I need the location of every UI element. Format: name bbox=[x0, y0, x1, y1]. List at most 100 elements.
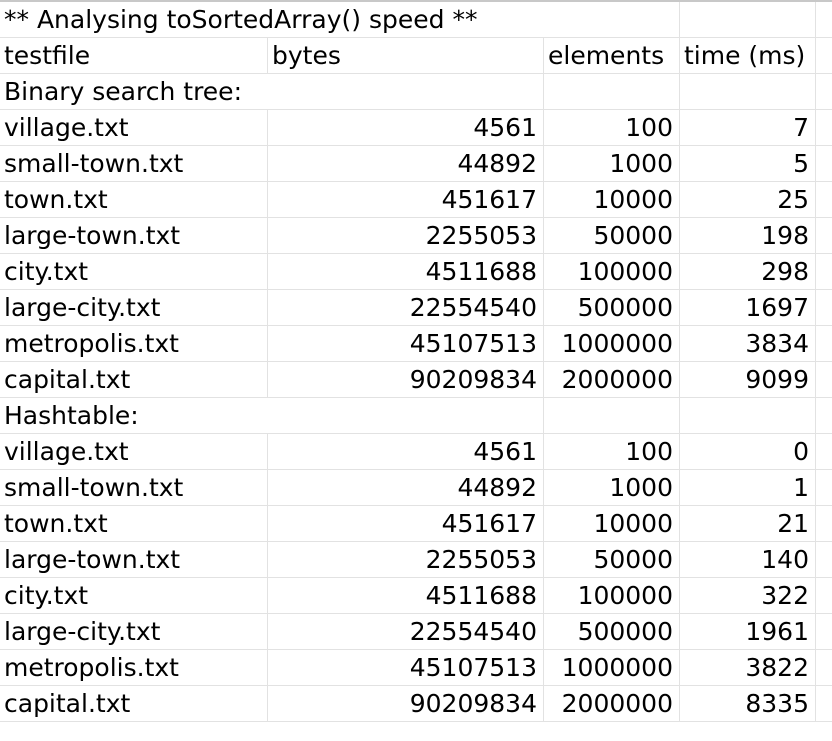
header-cell-bytes[interactable]: bytes bbox=[268, 38, 544, 73]
testfile-cell[interactable]: large-city.txt bbox=[0, 290, 268, 325]
testfile-cell[interactable]: city.txt bbox=[0, 578, 268, 613]
elements-cell[interactable]: 50000 bbox=[544, 542, 680, 577]
elements-cell[interactable]: 100000 bbox=[544, 254, 680, 289]
testfile-cell[interactable]: capital.txt bbox=[0, 362, 268, 397]
empty-cell[interactable] bbox=[816, 542, 832, 577]
header-cell-time[interactable]: time (ms) bbox=[680, 38, 816, 73]
empty-cell[interactable] bbox=[816, 218, 832, 253]
time-cell[interactable]: 198 bbox=[680, 218, 816, 253]
table-row: metropolis.txt 45107513 1000000 3834 bbox=[0, 326, 832, 362]
empty-cell[interactable] bbox=[816, 398, 832, 433]
empty-cell[interactable] bbox=[816, 38, 832, 73]
empty-cell[interactable] bbox=[816, 326, 832, 361]
empty-cell[interactable] bbox=[680, 398, 816, 433]
empty-cell[interactable] bbox=[816, 182, 832, 217]
elements-cell[interactable]: 10000 bbox=[544, 506, 680, 541]
section-label-hashtable[interactable]: Hashtable: bbox=[4, 401, 139, 430]
bytes-cell[interactable]: 22554540 bbox=[268, 614, 544, 649]
bytes-cell[interactable]: 90209834 bbox=[268, 686, 544, 721]
empty-cell[interactable] bbox=[680, 74, 816, 109]
elements-cell[interactable]: 100 bbox=[544, 434, 680, 469]
bytes-cell[interactable]: 44892 bbox=[268, 146, 544, 181]
testfile-cell[interactable]: large-town.txt bbox=[0, 542, 268, 577]
header-cell-elements[interactable]: elements bbox=[544, 38, 680, 73]
testfile-cell[interactable]: small-town.txt bbox=[0, 470, 268, 505]
testfile-cell[interactable]: village.txt bbox=[0, 434, 268, 469]
bytes-cell[interactable]: 45107513 bbox=[268, 650, 544, 685]
empty-cell[interactable] bbox=[816, 434, 832, 469]
empty-cell[interactable] bbox=[544, 398, 680, 433]
elements-cell[interactable]: 2000000 bbox=[544, 686, 680, 721]
section-label-bst[interactable]: Binary search tree: bbox=[4, 77, 242, 106]
elements-cell[interactable]: 1000000 bbox=[544, 326, 680, 361]
empty-cell[interactable] bbox=[816, 146, 832, 181]
elements-cell[interactable]: 1000 bbox=[544, 146, 680, 181]
time-cell[interactable]: 8335 bbox=[680, 686, 816, 721]
elements-cell[interactable]: 1000 bbox=[544, 470, 680, 505]
empty-cell[interactable] bbox=[816, 362, 832, 397]
elements-cell[interactable]: 500000 bbox=[544, 614, 680, 649]
time-cell[interactable]: 1961 bbox=[680, 614, 816, 649]
bytes-cell[interactable]: 4561 bbox=[268, 434, 544, 469]
time-cell[interactable]: 1 bbox=[680, 470, 816, 505]
elements-cell[interactable]: 10000 bbox=[544, 182, 680, 217]
bytes-cell[interactable]: 2255053 bbox=[268, 542, 544, 577]
elements-cell[interactable]: 1000000 bbox=[544, 650, 680, 685]
testfile-cell[interactable]: metropolis.txt bbox=[0, 326, 268, 361]
time-cell[interactable]: 21 bbox=[680, 506, 816, 541]
elements-cell[interactable]: 100 bbox=[544, 110, 680, 145]
empty-cell[interactable] bbox=[816, 578, 832, 613]
bytes-cell[interactable]: 44892 bbox=[268, 470, 544, 505]
bytes-cell[interactable]: 451617 bbox=[268, 506, 544, 541]
time-cell[interactable]: 140 bbox=[680, 542, 816, 577]
empty-cell[interactable] bbox=[816, 470, 832, 505]
empty-cell[interactable] bbox=[544, 2, 680, 37]
time-cell[interactable]: 3834 bbox=[680, 326, 816, 361]
testfile-cell[interactable]: town.txt bbox=[0, 182, 268, 217]
empty-cell[interactable] bbox=[816, 290, 832, 325]
bytes-cell[interactable]: 90209834 bbox=[268, 362, 544, 397]
time-cell[interactable]: 298 bbox=[680, 254, 816, 289]
empty-cell[interactable] bbox=[816, 614, 832, 649]
elements-cell[interactable]: 2000000 bbox=[544, 362, 680, 397]
bytes-cell[interactable]: 4511688 bbox=[268, 578, 544, 613]
bytes-cell[interactable]: 4561 bbox=[268, 110, 544, 145]
testfile-cell[interactable]: village.txt bbox=[0, 110, 268, 145]
empty-cell[interactable] bbox=[816, 110, 832, 145]
elements-cell[interactable]: 100000 bbox=[544, 578, 680, 613]
bytes-cell[interactable]: 2255053 bbox=[268, 218, 544, 253]
time-cell[interactable]: 7 bbox=[680, 110, 816, 145]
time-cell[interactable]: 322 bbox=[680, 578, 816, 613]
time-cell[interactable]: 9099 bbox=[680, 362, 816, 397]
bytes-cell[interactable]: 451617 bbox=[268, 182, 544, 217]
testfile-cell[interactable]: large-town.txt bbox=[0, 218, 268, 253]
empty-cell[interactable] bbox=[268, 398, 544, 433]
empty-cell[interactable] bbox=[816, 74, 832, 109]
elements-cell[interactable]: 50000 bbox=[544, 218, 680, 253]
time-cell[interactable]: 5 bbox=[680, 146, 816, 181]
empty-cell[interactable] bbox=[816, 686, 832, 721]
elements-cell[interactable]: 500000 bbox=[544, 290, 680, 325]
time-cell[interactable]: 1697 bbox=[680, 290, 816, 325]
time-cell[interactable]: 3822 bbox=[680, 650, 816, 685]
testfile-cell[interactable]: metropolis.txt bbox=[0, 650, 268, 685]
empty-cell[interactable] bbox=[816, 254, 832, 289]
testfile-cell[interactable]: small-town.txt bbox=[0, 146, 268, 181]
bytes-cell[interactable]: 4511688 bbox=[268, 254, 544, 289]
testfile-cell[interactable]: large-city.txt bbox=[0, 614, 268, 649]
header-cell-testfile[interactable]: testfile bbox=[0, 38, 268, 73]
time-cell[interactable]: 25 bbox=[680, 182, 816, 217]
empty-cell[interactable] bbox=[680, 2, 816, 37]
empty-cell[interactable] bbox=[816, 506, 832, 541]
empty-cell[interactable] bbox=[816, 2, 832, 37]
empty-cell[interactable] bbox=[268, 74, 544, 109]
empty-cell[interactable] bbox=[816, 650, 832, 685]
bytes-cell[interactable]: 22554540 bbox=[268, 290, 544, 325]
empty-cell[interactable] bbox=[544, 74, 680, 109]
sheet-title-cell[interactable]: ** Analysing toSortedArray() speed ** bbox=[4, 5, 478, 34]
time-cell[interactable]: 0 bbox=[680, 434, 816, 469]
testfile-cell[interactable]: city.txt bbox=[0, 254, 268, 289]
testfile-cell[interactable]: capital.txt bbox=[0, 686, 268, 721]
bytes-cell[interactable]: 45107513 bbox=[268, 326, 544, 361]
testfile-cell[interactable]: town.txt bbox=[0, 506, 268, 541]
